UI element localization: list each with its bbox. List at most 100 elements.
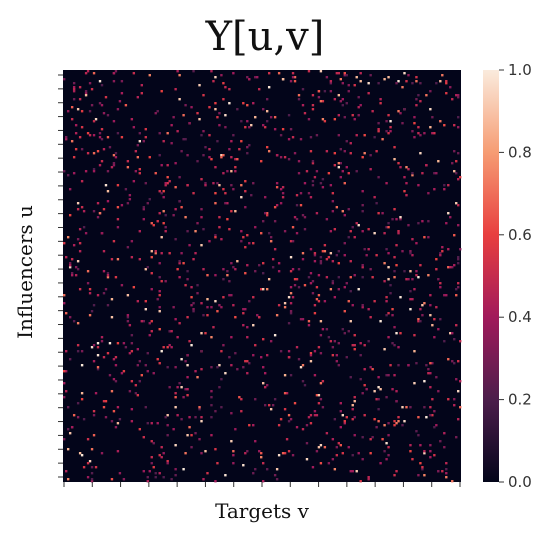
heatmap-cell [242, 464, 245, 467]
heatmap-cell [373, 418, 376, 421]
heatmap-cell [329, 252, 333, 255]
heatmap-cell [289, 286, 293, 289]
heatmap-cell [343, 422, 346, 425]
heatmap-cell [447, 248, 450, 251]
heatmap-cell [277, 72, 281, 75]
heatmap-cell [194, 416, 197, 419]
heatmap-cell [246, 372, 249, 375]
heatmap-cell [220, 350, 223, 353]
heatmap-cell [365, 254, 368, 257]
heatmap-cell [234, 316, 237, 319]
heatmap-cell [433, 172, 436, 175]
heatmap-cell [74, 148, 78, 151]
heatmap-cell [70, 272, 74, 275]
heatmap-cell [415, 430, 418, 433]
heatmap-cell [214, 300, 217, 303]
heatmap-cell [162, 346, 165, 349]
heatmap-cell [228, 148, 231, 151]
heatmap-cell [232, 266, 235, 269]
heatmap-cell [445, 80, 448, 83]
heatmap-cell [313, 410, 317, 413]
heatmap-cell [66, 448, 70, 451]
heatmap-cell [295, 218, 299, 221]
heatmap-cell [333, 228, 337, 231]
heatmap-cell [301, 88, 305, 91]
heatmap-cell [116, 258, 120, 261]
heatmap-cell [258, 88, 261, 91]
heatmap-cell [405, 278, 408, 281]
heatmap-cell [427, 274, 430, 277]
heatmap-cell [429, 90, 432, 93]
heatmap-cell [419, 320, 422, 323]
heatmap-cell [439, 120, 442, 123]
heatmap-cell [186, 394, 189, 397]
heatmap-cell [345, 74, 348, 77]
heatmap-cell [399, 112, 402, 115]
heatmap-cell [240, 120, 243, 123]
heatmap-cell [331, 438, 335, 441]
heatmap-cell [393, 374, 396, 377]
heatmap-cell [168, 252, 171, 255]
heatmap-cell [367, 308, 370, 311]
heatmap-cell [355, 222, 358, 225]
heatmap-cell [375, 202, 378, 205]
heatmap-cell [182, 138, 185, 141]
heatmap-cell [431, 398, 434, 401]
heatmap-cell [381, 438, 384, 441]
heatmap-cell [166, 132, 169, 135]
heatmap-cell [383, 232, 386, 235]
heatmap-cell [383, 450, 386, 453]
heatmap-cell [222, 268, 225, 271]
heatmap-cell [265, 212, 269, 215]
heatmap-cell [224, 474, 227, 477]
heatmap-cell [409, 308, 412, 311]
heatmap-cell [186, 278, 189, 281]
heatmap-cell [353, 348, 356, 351]
heatmap-cell [248, 242, 251, 245]
heatmap-cell [104, 184, 108, 187]
heatmap-cell [150, 320, 153, 323]
heatmap-cell [341, 82, 344, 85]
heatmap-cell [311, 292, 315, 295]
heatmap-cell [174, 468, 177, 471]
heatmap-cell [371, 368, 374, 371]
heatmap-cell [138, 168, 142, 171]
heatmap-cell [138, 428, 142, 431]
heatmap-cell [403, 72, 406, 75]
heatmap-cell [293, 402, 297, 405]
heatmap-cell [174, 474, 177, 477]
heatmap-cell [258, 316, 261, 319]
heatmap-cell [178, 382, 181, 385]
heatmap-cell [220, 74, 223, 77]
heatmap-cell [228, 356, 231, 359]
heatmap-cell [92, 434, 96, 437]
heatmap-cell [262, 108, 265, 111]
heatmap-cell [307, 320, 311, 323]
heatmap-cell [445, 222, 448, 225]
heatmap-cell [337, 276, 341, 279]
heatmap-cell [297, 94, 301, 97]
heatmap-cell [417, 126, 420, 129]
heatmap-cell [262, 462, 265, 465]
heatmap-cell [218, 216, 221, 219]
heatmap-cell [411, 130, 414, 133]
heatmap-cell [309, 354, 313, 357]
heatmap-cell [200, 208, 203, 211]
heatmap-cell [256, 76, 259, 79]
heatmap-cell [429, 450, 432, 453]
heatmap-cell [407, 168, 410, 171]
heatmap-cell [295, 278, 299, 281]
heatmap-cell [214, 480, 217, 483]
heatmap-cell [178, 176, 181, 179]
heatmap-cell [86, 70, 90, 73]
heatmap-cell [455, 202, 458, 205]
heatmap-cell [287, 138, 291, 141]
heatmap-cell [220, 378, 223, 381]
heatmap-cell [206, 314, 209, 317]
heatmap-cell [431, 362, 434, 365]
heatmap-cell [230, 210, 233, 213]
heatmap-cell [162, 210, 165, 213]
heatmap-cell [232, 454, 235, 457]
heatmap-cell [96, 216, 100, 219]
